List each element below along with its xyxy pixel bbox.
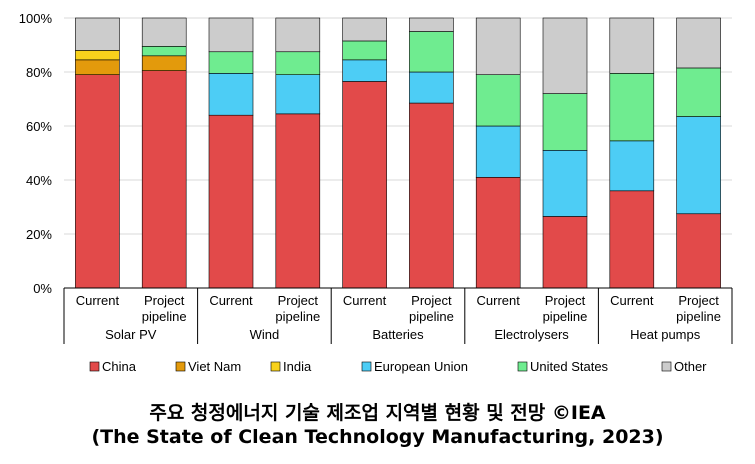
y-axis-ticks: 0% 20% 40% 60% 80% 100% bbox=[19, 11, 53, 296]
legend-swatch bbox=[89, 361, 100, 372]
bar-segment bbox=[141, 55, 187, 71]
y-tick-label: 40% bbox=[26, 173, 52, 188]
bar-segment bbox=[342, 40, 387, 61]
x-group-label: Electrolysers bbox=[494, 327, 569, 342]
bar-segment bbox=[75, 74, 120, 289]
bar-segment bbox=[609, 140, 655, 192]
bar-segment bbox=[542, 93, 588, 151]
bar-segment bbox=[676, 67, 721, 117]
bar-segment bbox=[275, 51, 321, 76]
bar-segment bbox=[542, 216, 588, 289]
bar-segment bbox=[75, 17, 120, 51]
bar-segment bbox=[208, 73, 254, 116]
bar-segment bbox=[141, 17, 187, 47]
bar-segment bbox=[141, 70, 187, 289]
y-tick-label: 0% bbox=[33, 281, 52, 296]
bar-segment bbox=[609, 190, 655, 289]
y-tick-label: 20% bbox=[26, 227, 52, 242]
legend-label: Viet Nam bbox=[188, 359, 241, 374]
legend-swatch bbox=[270, 361, 281, 372]
legend-label: European Union bbox=[374, 359, 468, 374]
bar-segment bbox=[275, 74, 321, 115]
bar-segment bbox=[475, 74, 521, 127]
legend-swatch bbox=[175, 361, 186, 372]
bar-segment bbox=[676, 213, 721, 289]
bar-segment bbox=[475, 125, 521, 178]
x-tick-label: Current bbox=[477, 293, 521, 308]
legend: China Viet Nam India European Union United S… bbox=[89, 359, 707, 374]
bar-segment bbox=[475, 17, 521, 76]
bar-segment bbox=[208, 114, 254, 289]
caption-english: (The State of Clean Technology Manufactu… bbox=[91, 426, 664, 448]
bar-segment bbox=[342, 17, 387, 42]
bar-segment bbox=[409, 17, 454, 32]
bars bbox=[75, 17, 721, 289]
legend-swatch bbox=[661, 361, 672, 372]
y-tick-label: 80% bbox=[26, 65, 52, 80]
x-tick-label: Project pipeline bbox=[543, 293, 588, 324]
bar-segment bbox=[75, 50, 120, 61]
x-tick-label: Project pipeline bbox=[409, 293, 454, 324]
bar-segment bbox=[208, 51, 254, 74]
x-group-label: Batteries bbox=[372, 327, 424, 342]
bar-segment bbox=[208, 17, 254, 53]
legend-swatch bbox=[361, 361, 372, 372]
bar-segment bbox=[275, 113, 321, 289]
bar-segment bbox=[676, 17, 721, 69]
x-tick-label: Project pipeline bbox=[676, 293, 721, 324]
bar-segment bbox=[475, 177, 521, 289]
bar-segment bbox=[542, 17, 588, 94]
legend-label: Other bbox=[674, 359, 707, 374]
bar-segment bbox=[676, 116, 721, 215]
x-tick-label: Current bbox=[76, 293, 120, 308]
bar-segment bbox=[409, 31, 454, 73]
bar-segment bbox=[609, 73, 655, 142]
x-axis: Current Project pipeline Solar PV Current Pro… bbox=[63, 287, 733, 344]
x-tick-label: Current bbox=[343, 293, 387, 308]
x-group-label: Solar PV bbox=[105, 327, 157, 342]
bar-segment bbox=[342, 59, 387, 82]
bar-segment bbox=[342, 81, 387, 289]
bar-segment bbox=[75, 59, 120, 75]
legend-label: China bbox=[102, 359, 137, 374]
x-tick-label: Current bbox=[209, 293, 253, 308]
legend-swatch bbox=[517, 361, 528, 372]
x-group-label: Wind bbox=[250, 327, 280, 342]
y-tick-label: 60% bbox=[26, 119, 52, 134]
legend-label: India bbox=[283, 359, 312, 374]
bar-segment bbox=[542, 150, 588, 217]
x-group-label: Heat pumps bbox=[630, 327, 701, 342]
x-tick-label: Project pipeline bbox=[275, 293, 320, 324]
bar-segment bbox=[409, 71, 454, 104]
bar-segment bbox=[141, 46, 187, 57]
bar-segment bbox=[609, 17, 655, 74]
legend-label: United States bbox=[530, 359, 609, 374]
x-tick-label: Project pipeline bbox=[142, 293, 187, 324]
y-tick-label: 100% bbox=[19, 11, 53, 26]
bar-segment bbox=[409, 102, 454, 289]
x-tick-label: Current bbox=[610, 293, 654, 308]
bar-segment bbox=[275, 17, 321, 53]
caption-korean: 주요 청정에너지 기술 제조업 지역별 현황 및 전망 ©IEA bbox=[149, 402, 606, 424]
